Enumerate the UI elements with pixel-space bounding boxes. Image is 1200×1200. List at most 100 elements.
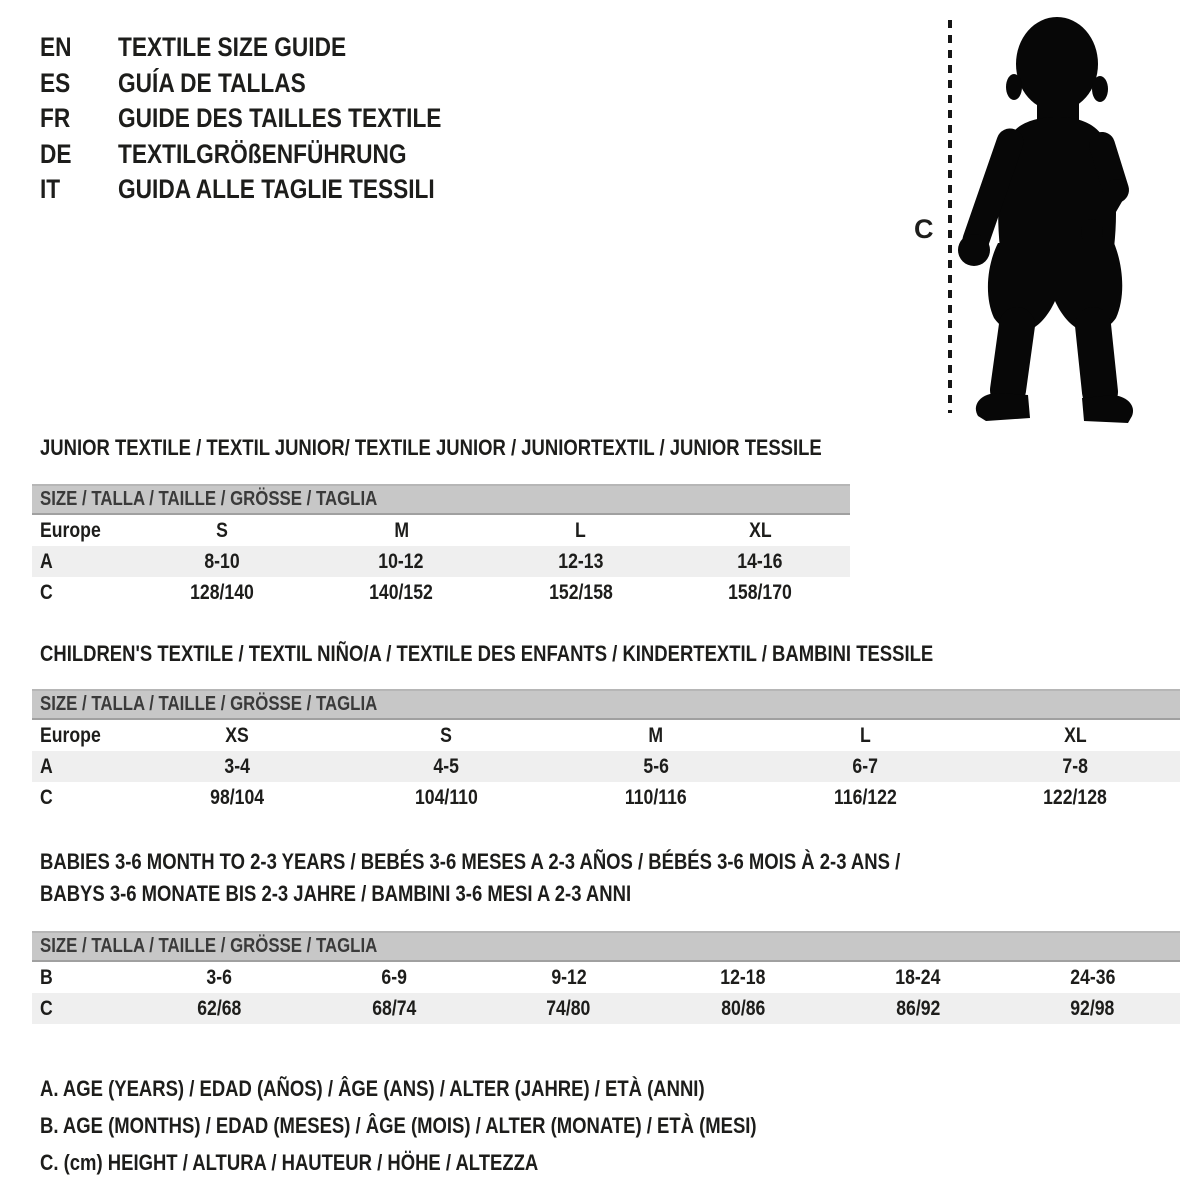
size-value-text: 152/158 xyxy=(548,580,613,604)
size-bar-label: SIZE / TALLA / TAILLE / GRÖSSE / TAGLIA xyxy=(40,693,378,715)
size-value-cell: 12-18 xyxy=(656,966,831,990)
size-value-cell: 128/140 xyxy=(132,581,312,605)
size-value-text: 5-6 xyxy=(643,754,669,778)
size-value-cell: 86/92 xyxy=(831,997,1006,1021)
language-list: EN TEXTILE SIZE GUIDE ES GUÍA DE TALLAS … xyxy=(40,30,503,208)
language-row: DE TEXTILGRÖßENFÜHRUNG xyxy=(40,137,503,173)
size-value-cell: 8-10 xyxy=(132,550,312,574)
children-section-heading: CHILDREN'S TEXTILE / TEXTIL NIÑO/A / TEX… xyxy=(40,638,1103,670)
column-header-text: XS xyxy=(225,723,249,747)
size-value-text: 10-12 xyxy=(378,549,424,573)
babies-section-heading: BABIES 3-6 MONTH TO 2-3 YEARS / BEBÉS 3-… xyxy=(40,846,1064,910)
legend: A. AGE (YEARS) / EDAD (AÑOS) / ÂGE (ANS)… xyxy=(40,1070,893,1181)
legend-line: A. AGE (YEARS) / EDAD (AÑOS) / ÂGE (ANS)… xyxy=(40,1070,893,1107)
size-value-text: 92/98 xyxy=(1070,996,1115,1020)
size-value-text: 62/68 xyxy=(197,996,242,1020)
row-label-text: C xyxy=(40,785,53,809)
column-header-text: M xyxy=(393,518,409,542)
column-header: Europe xyxy=(32,519,132,543)
babies-heading-line-1: BABIES 3-6 MONTH TO 2-3 YEARS / BEBÉS 3-… xyxy=(40,849,901,874)
size-bar: SIZE / TALLA / TAILLE / GRÖSSE / TAGLIA xyxy=(32,689,1180,720)
size-bar-label: SIZE / TALLA / TAILLE / GRÖSSE / TAGLIA xyxy=(40,488,378,510)
size-value-cell: 68/74 xyxy=(307,997,482,1021)
size-value-text: 122/128 xyxy=(1043,785,1108,809)
column-header-text: L xyxy=(575,518,587,542)
column-header: S xyxy=(132,519,312,543)
legend-line-text: A. AGE (YEARS) / EDAD (AÑOS) / ÂGE (ANS)… xyxy=(40,1076,705,1101)
size-value-cell: 158/170 xyxy=(671,581,851,605)
size-value-text: 86/92 xyxy=(895,996,941,1020)
column-header: XL xyxy=(671,519,851,543)
size-value-text: 9-12 xyxy=(551,965,587,989)
size-value-text: 158/170 xyxy=(728,580,793,604)
language-code: IT xyxy=(40,174,118,205)
babies-size-table: SIZE / TALLA / TAILLE / GRÖSSE / TAGLIA … xyxy=(32,931,1180,1024)
table-header-row: Europe XS S M L XL xyxy=(32,720,1180,751)
size-value-cell: 4-5 xyxy=(342,755,552,779)
size-value-cell: 74/80 xyxy=(481,997,656,1021)
toddler-silhouette-figure xyxy=(948,17,1134,423)
size-value-text: 3-4 xyxy=(224,754,250,778)
toddler-silhouette xyxy=(958,17,1134,423)
language-code-text: DE xyxy=(40,138,72,169)
size-value-cell: 80/86 xyxy=(656,997,831,1021)
language-row: EN TEXTILE SIZE GUIDE xyxy=(40,30,503,66)
junior-size-table: SIZE / TALLA / TAILLE / GRÖSSE / TAGLIA … xyxy=(32,484,850,608)
column-header: M xyxy=(551,724,761,748)
table-row: A 8-10 10-12 12-13 14-16 xyxy=(32,546,850,577)
column-header: M xyxy=(312,519,492,543)
size-value-cell: 110/116 xyxy=(551,786,761,810)
language-code: DE xyxy=(40,139,118,170)
size-value-text: 18-24 xyxy=(895,965,941,989)
language-row: FR GUIDE DES TAILLES TEXTILE xyxy=(40,101,503,137)
size-value-cell: 10-12 xyxy=(312,550,492,574)
column-header-text: Europe xyxy=(40,723,101,747)
column-header: L xyxy=(761,724,971,748)
language-code: FR xyxy=(40,103,118,134)
size-value-cell: 6-7 xyxy=(761,755,971,779)
size-value-cell: 9-12 xyxy=(481,966,656,990)
column-header-text: S xyxy=(215,518,228,542)
row-label: C xyxy=(32,786,132,810)
column-header-text: L xyxy=(860,723,871,747)
size-value-text: 128/140 xyxy=(189,580,254,604)
legend-line: B. AGE (MONTHS) / EDAD (MESES) / ÂGE (MO… xyxy=(40,1107,893,1144)
language-title: TEXTILE SIZE GUIDE xyxy=(118,32,347,63)
table-row: C 98/104 104/110 110/116 116/122 122/128 xyxy=(32,782,1180,813)
legend-line: C. (cm) HEIGHT / ALTURA / HAUTEUR / HÖHE… xyxy=(40,1144,893,1181)
size-value-cell: 122/128 xyxy=(970,786,1180,810)
children-section-heading-text: CHILDREN'S TEXTILE / TEXTIL NIÑO/A / TEX… xyxy=(40,641,934,666)
language-row: IT GUIDA ALLE TAGLIE TESSILI xyxy=(40,172,503,208)
size-value-cell: 116/122 xyxy=(761,786,971,810)
language-code-text: FR xyxy=(40,103,71,134)
size-value-cell: 7-8 xyxy=(970,755,1180,779)
junior-section-heading: JUNIOR TEXTILE / TEXTIL JUNIOR/ TEXTILE … xyxy=(40,432,971,464)
size-value-cell: 3-4 xyxy=(132,755,342,779)
row-label-text: C xyxy=(40,996,53,1020)
size-bar: SIZE / TALLA / TAILLE / GRÖSSE / TAGLIA xyxy=(32,484,850,515)
children-size-table: SIZE / TALLA / TAILLE / GRÖSSE / TAGLIA … xyxy=(32,689,1180,813)
language-code-text: ES xyxy=(40,67,71,98)
size-value-cell: 92/98 xyxy=(1005,997,1180,1021)
table-row: A 3-4 4-5 5-6 6-7 7-8 xyxy=(32,751,1180,782)
table-row: C 128/140 140/152 152/158 158/170 xyxy=(32,577,850,608)
language-code-text: EN xyxy=(40,32,72,63)
size-value-cell: 140/152 xyxy=(312,581,492,605)
size-value-text: 74/80 xyxy=(546,996,591,1020)
size-value-cell: 5-6 xyxy=(551,755,761,779)
column-header-text: S xyxy=(440,723,453,747)
size-value-cell: 14-16 xyxy=(671,550,851,574)
size-value-text: 3-6 xyxy=(206,965,233,989)
table-row: C 62/68 68/74 74/80 80/86 86/92 92/98 xyxy=(32,993,1180,1024)
junior-section-heading-text: JUNIOR TEXTILE / TEXTIL JUNIOR/ TEXTILE … xyxy=(40,435,822,460)
size-value-text: 98/104 xyxy=(209,785,264,809)
row-label-text: A xyxy=(40,549,53,573)
row-label-text: B xyxy=(40,965,53,989)
size-value-text: 4-5 xyxy=(433,754,460,778)
column-header: L xyxy=(491,519,671,543)
size-value-text: 140/152 xyxy=(369,580,434,604)
size-value-text: 12-13 xyxy=(558,549,604,573)
column-header: S xyxy=(342,724,552,748)
size-value-cell: 98/104 xyxy=(132,786,342,810)
